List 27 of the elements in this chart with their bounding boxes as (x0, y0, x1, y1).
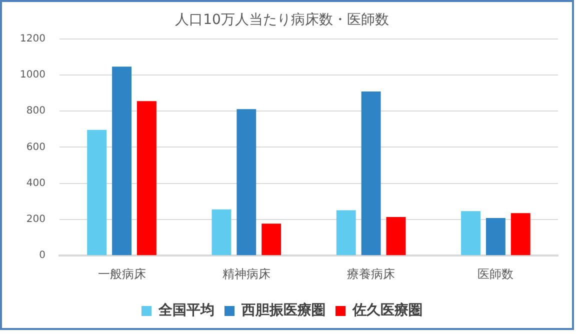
legend-label: 西胆振医療圏 (240, 302, 326, 319)
y-tick-label: 800 (26, 106, 46, 117)
legend-label: 全国平均 (158, 302, 214, 319)
x-tick-label: 精神病床 (222, 266, 270, 281)
bar (486, 218, 506, 256)
bar (386, 216, 406, 256)
bar (112, 66, 132, 256)
x-tick-label: 療養病床 (347, 266, 396, 281)
bar (262, 224, 282, 256)
legend-label: 佐久医療圏 (352, 302, 422, 319)
bar (87, 130, 107, 256)
y-tick-label: 1000 (20, 70, 46, 81)
bar (236, 109, 256, 256)
bar (136, 101, 156, 256)
x-tick-label: 医師数 (478, 266, 514, 281)
bar (461, 211, 480, 256)
y-tick-label: 1200 (20, 33, 46, 44)
bar (510, 213, 530, 256)
chart-title: 人口10万人当たり病床数・医師数 (175, 12, 389, 28)
bar (361, 92, 381, 256)
y-tick-label: 200 (26, 214, 46, 226)
bar (212, 209, 232, 256)
y-tick-label: 0 (39, 250, 46, 262)
y-tick-label: 400 (26, 178, 46, 189)
x-tick-label: 一般病床 (98, 266, 146, 281)
y-tick-label: 600 (26, 142, 46, 153)
bar (336, 210, 356, 256)
